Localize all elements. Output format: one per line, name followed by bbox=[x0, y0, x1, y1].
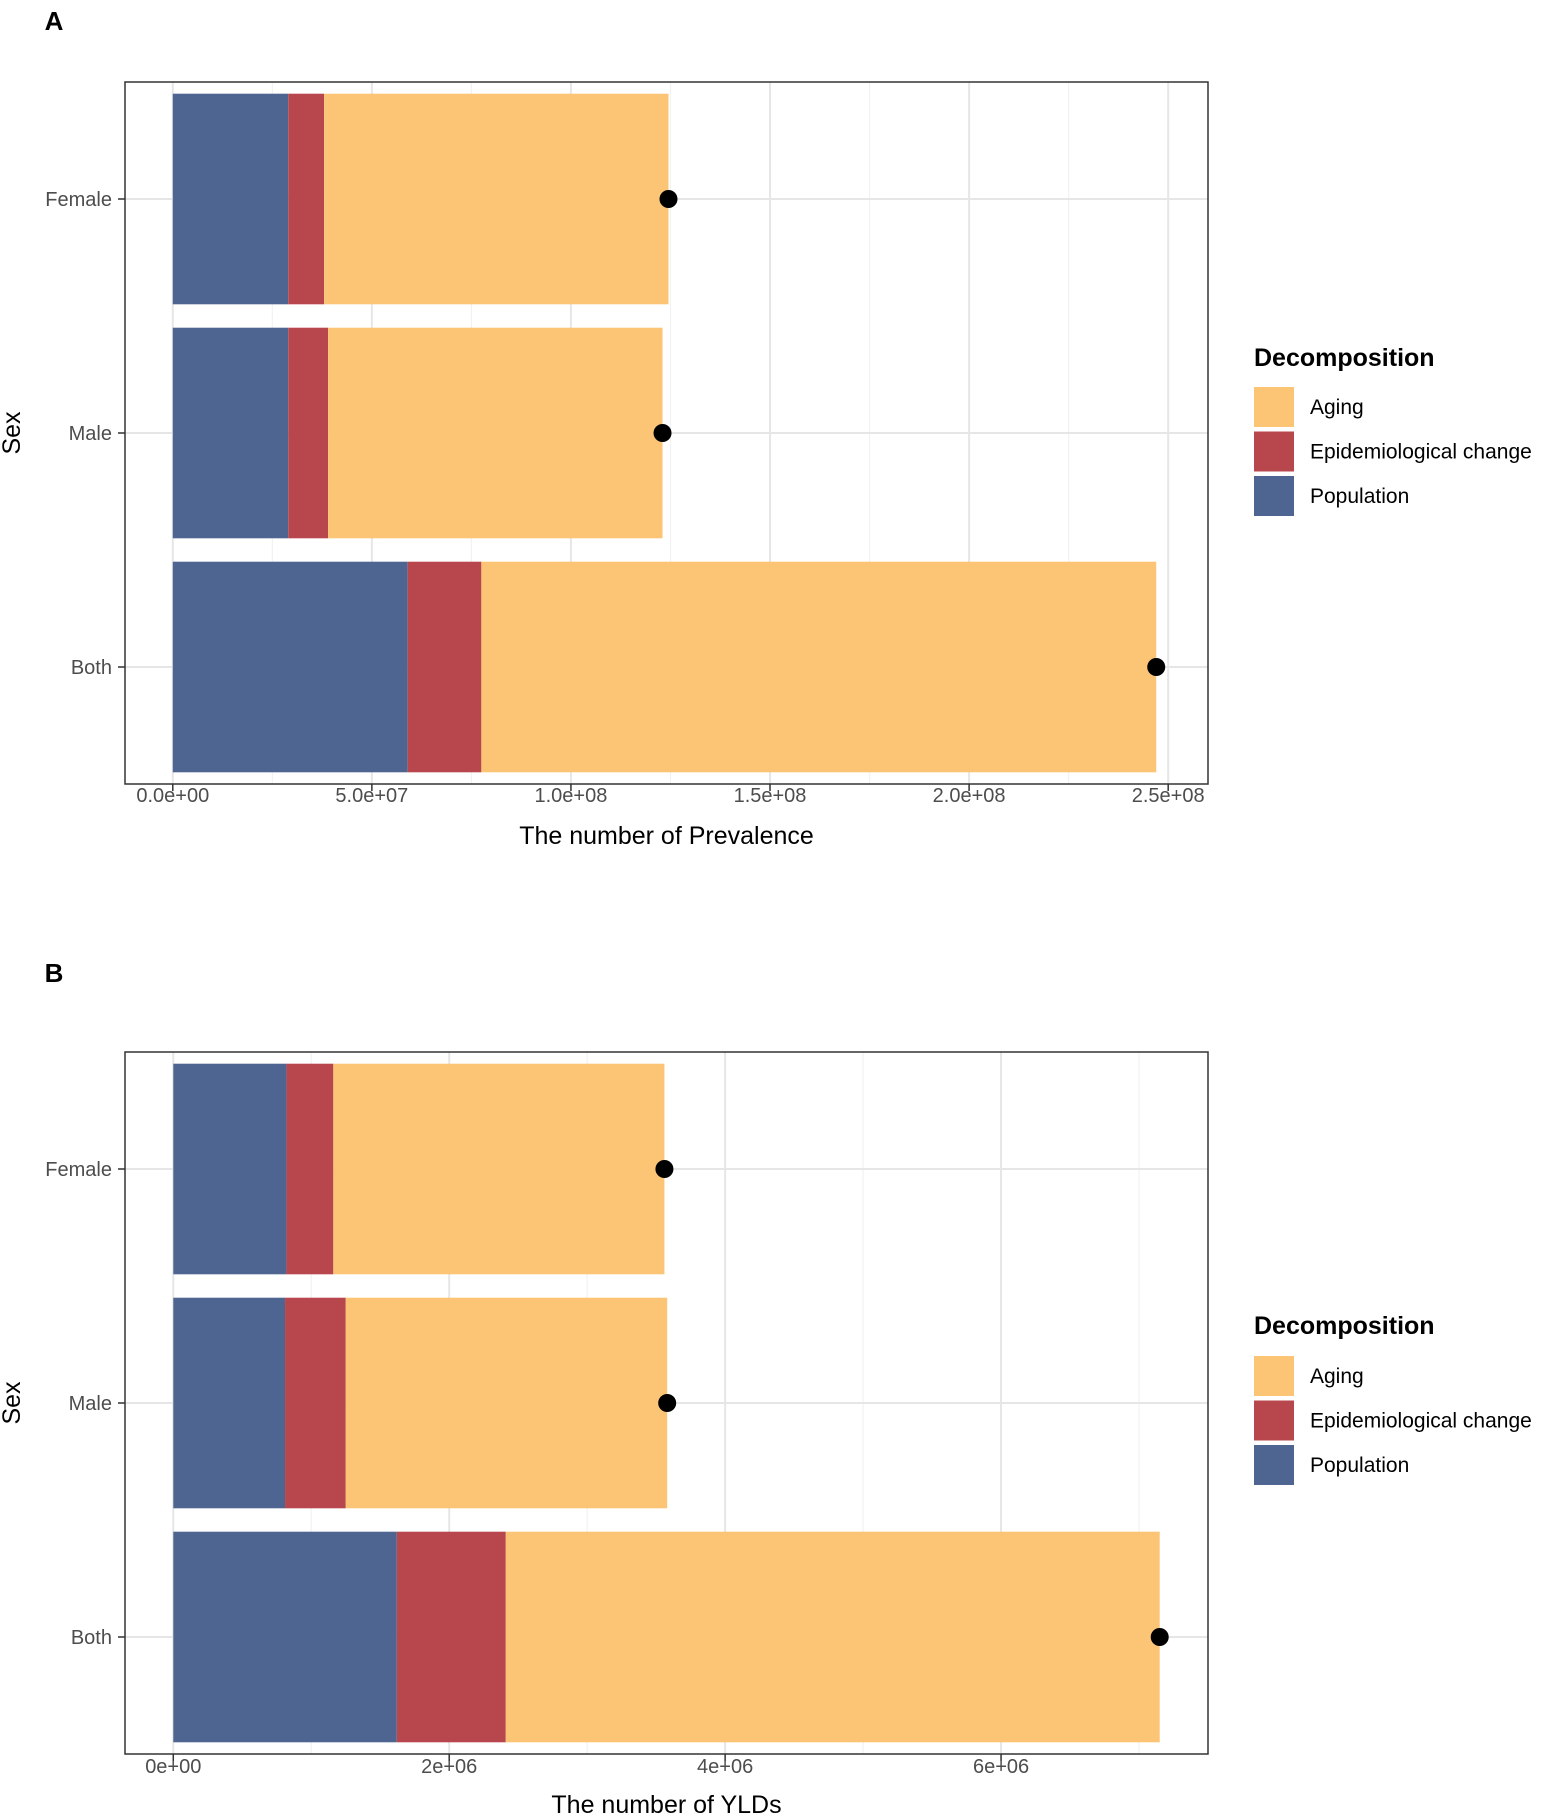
legend-swatch bbox=[1254, 1445, 1294, 1485]
x-tick-label: 2.5e+08 bbox=[1132, 785, 1205, 807]
legend-swatch bbox=[1254, 1356, 1294, 1396]
legend: Decomposition Aging Epidemiological change… bbox=[1254, 344, 1532, 516]
bar-both-population bbox=[173, 1531, 397, 1743]
bar-female-aging bbox=[333, 1063, 665, 1275]
bar-both-aging bbox=[505, 1531, 1160, 1743]
panel-a: A Female Male Both 0.0e+00 5.0e+07 1.0e+08 1.5e… bbox=[0, 6, 1532, 850]
x-axis-title: The number of Prevalence bbox=[519, 822, 814, 850]
panel-b: B Female Male Both 0e+00 2e+06 4e+06 6e+06 The n… bbox=[0, 958, 1532, 1817]
x-tick-label: 1.5e+08 bbox=[734, 785, 807, 807]
panel-label: B bbox=[45, 958, 64, 988]
legend-swatch bbox=[1254, 476, 1294, 516]
bar-male-epidemiological-change bbox=[288, 327, 329, 539]
legend-item-label: Aging bbox=[1310, 1365, 1364, 1388]
x-tick-label: 1.0e+08 bbox=[535, 785, 608, 807]
x-tick-label: 0e+00 bbox=[145, 1756, 201, 1778]
x-tick-label: 2e+06 bbox=[421, 1756, 477, 1778]
legend-item-label: Population bbox=[1310, 485, 1409, 508]
total-point-both bbox=[1147, 658, 1166, 676]
legend-swatch bbox=[1254, 1400, 1294, 1441]
bar-female-epidemiological-change bbox=[286, 1063, 334, 1275]
bar-female-population bbox=[173, 1063, 287, 1275]
bar-male-population bbox=[172, 327, 289, 539]
bar-both-population bbox=[172, 561, 408, 773]
x-tick-label: 2.0e+08 bbox=[933, 785, 1006, 807]
bar-female-aging bbox=[324, 93, 669, 305]
y-tick-label: Male bbox=[69, 1393, 112, 1415]
x-tick-label: 5.0e+07 bbox=[335, 785, 408, 807]
y-tick-label: Female bbox=[45, 189, 112, 211]
legend-item-label: Aging bbox=[1310, 396, 1364, 419]
total-point-both bbox=[1150, 1628, 1169, 1646]
bar-both-aging bbox=[481, 561, 1157, 773]
legend-title: Decomposition bbox=[1254, 1312, 1435, 1340]
y-tick-label: Both bbox=[71, 657, 112, 679]
bar-male-epidemiological-change bbox=[285, 1297, 346, 1509]
bar-female-epidemiological-change bbox=[288, 93, 325, 305]
total-point-female bbox=[655, 1160, 674, 1178]
bar-male-aging bbox=[345, 1297, 668, 1509]
x-tick-label: 0.0e+00 bbox=[136, 785, 209, 807]
bar-female-population bbox=[172, 93, 289, 305]
legend-item-label: Epidemiological change bbox=[1310, 1410, 1532, 1433]
y-tick-label: Both bbox=[71, 1627, 112, 1649]
bar-both-epidemiological-change bbox=[396, 1531, 506, 1743]
legend-item-label: Epidemiological change bbox=[1310, 441, 1532, 464]
x-tick-label: 4e+06 bbox=[697, 1756, 753, 1778]
y-tick-label: Female bbox=[45, 1159, 112, 1181]
panel-label: A bbox=[45, 6, 64, 36]
x-tick-label: 6e+06 bbox=[973, 1756, 1029, 1778]
legend: Decomposition Aging Epidemiological change… bbox=[1254, 1312, 1532, 1485]
total-point-male bbox=[658, 1394, 677, 1412]
y-tick-label: Male bbox=[69, 423, 112, 445]
y-axis-title: Sex bbox=[0, 411, 26, 455]
legend-swatch bbox=[1254, 431, 1294, 472]
legend-title: Decomposition bbox=[1254, 344, 1435, 372]
total-point-female bbox=[659, 190, 678, 208]
bar-both-epidemiological-change bbox=[407, 561, 482, 773]
legend-swatch bbox=[1254, 387, 1294, 427]
bar-male-aging bbox=[328, 327, 663, 539]
legend-item-label: Population bbox=[1310, 1454, 1409, 1477]
x-axis-title: The number of YLDs bbox=[551, 1791, 781, 1817]
total-point-male bbox=[653, 424, 672, 442]
bar-male-population bbox=[173, 1297, 286, 1509]
y-axis-title: Sex bbox=[0, 1381, 26, 1425]
